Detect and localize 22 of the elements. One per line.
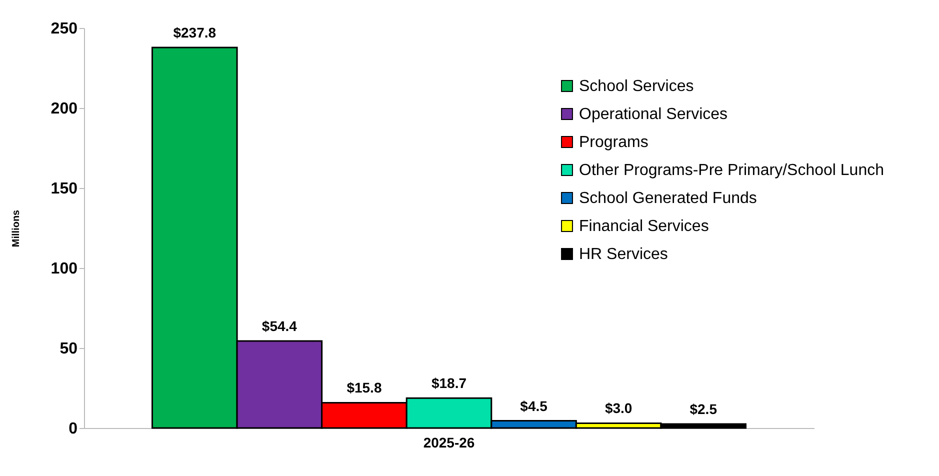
data-label: $18.7 [431, 375, 467, 392]
legend-label: School Generated Funds [579, 190, 757, 207]
y-tick-label: 0 [68, 420, 78, 438]
data-label: $15.8 [346, 380, 382, 396]
data-label: $4.5 [520, 398, 548, 414]
legend-label: Financial Services [579, 218, 709, 235]
legend-label: School Services [579, 78, 694, 95]
y-axis-title: Millions [10, 209, 22, 248]
data-label: $2.5 [690, 401, 718, 417]
data-label: $54.4 [262, 318, 298, 334]
y-tick-label: 200 [50, 100, 78, 118]
data-label: $237.8 [173, 24, 216, 41]
legend-label: Other Programs-Pre Primary/School Lunch [579, 162, 884, 179]
legend-label: Programs [579, 134, 648, 151]
legend-label: Operational Services [579, 106, 728, 123]
legend-label: HR Services [579, 246, 668, 263]
data-label: $3.0 [604, 400, 632, 416]
y-tick-label: 250 [50, 20, 78, 38]
y-tick-label: 100 [50, 260, 78, 278]
x-tick-label: 2025-26 [423, 434, 475, 450]
y-tick-label: 50 [60, 340, 78, 358]
y-tick-label: 150 [50, 180, 78, 198]
